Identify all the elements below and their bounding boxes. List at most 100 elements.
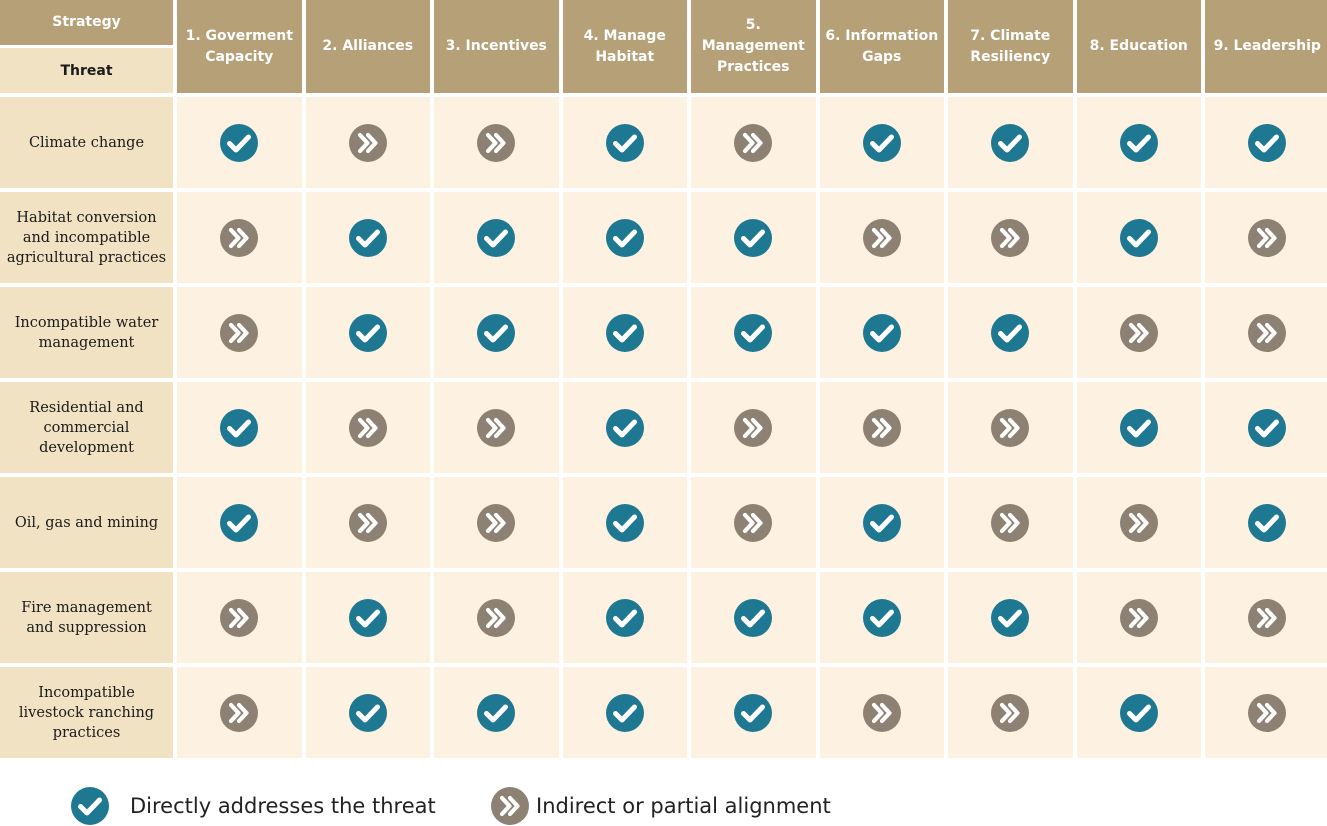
double-chevron-right-icon	[1119, 503, 1158, 542]
double-chevron-right-icon	[734, 408, 773, 447]
double-chevron-right-icon	[734, 123, 773, 162]
check-icon	[605, 503, 644, 542]
check-icon	[220, 408, 259, 447]
check-icon	[348, 313, 387, 352]
double-chevron-right-icon	[991, 693, 1030, 732]
matrix-cell-direct	[1076, 667, 1201, 758]
double-chevron-right-icon	[220, 693, 259, 732]
matrix-cell-indirect	[305, 477, 430, 568]
strategy-column-header: 2. Alliances	[305, 0, 430, 93]
matrix-cell-indirect	[691, 382, 816, 473]
strategy-column-header: 3. Incentives	[434, 0, 559, 93]
check-icon	[1119, 693, 1158, 732]
matrix-cell-indirect	[305, 382, 430, 473]
threat-header: Threat	[0, 48, 173, 93]
double-chevron-right-icon	[1119, 313, 1158, 352]
matrix-cell-direct	[819, 97, 944, 188]
matrix-cell-indirect	[948, 382, 1073, 473]
check-icon	[348, 218, 387, 257]
check-icon	[991, 313, 1030, 352]
check-icon	[220, 503, 259, 542]
check-icon	[862, 123, 901, 162]
threat-row-label: Incompatible water management	[0, 287, 173, 378]
matrix-cell-direct	[562, 382, 687, 473]
matrix-cell-indirect	[1076, 572, 1201, 663]
double-chevron-right-icon	[477, 598, 516, 637]
matrix-cell-direct	[562, 572, 687, 663]
double-chevron-right-icon	[1248, 218, 1287, 257]
strategy-column-header: 6. Information Gaps	[819, 0, 944, 93]
check-icon	[1119, 218, 1158, 257]
check-icon	[1119, 408, 1158, 447]
matrix-cell-direct	[819, 572, 944, 663]
matrix-cell-direct	[691, 192, 816, 283]
threat-row-label: Residential and commercial development	[0, 382, 173, 473]
strategy-column-header: 1. Goverment Capacity	[177, 0, 302, 93]
threat-row-label: Fire management and suppression	[0, 572, 173, 663]
matrix-cell-direct	[691, 287, 816, 378]
check-icon	[605, 598, 644, 637]
double-chevron-right-icon	[862, 218, 901, 257]
matrix-cell-indirect	[948, 667, 1073, 758]
check-icon	[1248, 408, 1287, 447]
matrix-cell-direct	[691, 667, 816, 758]
double-chevron-right-icon	[1248, 313, 1287, 352]
matrix-cell-direct	[1076, 97, 1201, 188]
check-icon	[734, 313, 773, 352]
matrix-cell-indirect	[434, 572, 559, 663]
matrix-cell-indirect	[1205, 667, 1327, 758]
matrix-cell-indirect	[1205, 287, 1327, 378]
matrix-cell-direct	[691, 572, 816, 663]
check-icon	[862, 313, 901, 352]
matrix-cell-direct	[562, 97, 687, 188]
check-icon	[348, 693, 387, 732]
double-chevron-right-icon	[1119, 598, 1158, 637]
check-icon	[1248, 123, 1287, 162]
matrix-cell-direct	[177, 382, 302, 473]
double-chevron-right-icon	[220, 313, 259, 352]
legend-label-direct: Directly addresses the threat	[130, 794, 436, 818]
check-icon	[605, 218, 644, 257]
strategy-column-header: 4. Manage Habitat	[562, 0, 687, 93]
strategy-column-header: 7. Climate Resiliency	[948, 0, 1073, 93]
matrix-cell-indirect	[948, 192, 1073, 283]
check-icon	[605, 313, 644, 352]
matrix-cell-direct	[434, 287, 559, 378]
threat-row-label: Habitat conversion and incompatible agri…	[0, 192, 173, 283]
matrix-cell-direct	[177, 97, 302, 188]
strategy-header: Strategy	[0, 0, 173, 45]
threat-row-label: Incompatible livestock ranching practice…	[0, 667, 173, 758]
matrix-cell-indirect	[1076, 287, 1201, 378]
check-icon	[734, 693, 773, 732]
matrix-cell-indirect	[691, 97, 816, 188]
double-chevron-right-icon	[862, 408, 901, 447]
check-icon	[1119, 123, 1158, 162]
check-icon	[477, 693, 516, 732]
matrix-cell-direct	[1205, 477, 1327, 568]
matrix-cell-direct	[948, 97, 1073, 188]
matrix-cell-indirect	[434, 97, 559, 188]
double-chevron-right-icon	[991, 408, 1030, 447]
check-icon	[734, 598, 773, 637]
double-chevron-right-icon	[991, 503, 1030, 542]
legend-item-indirect: Indirect or partial alignment	[490, 786, 831, 826]
double-chevron-right-icon	[991, 218, 1030, 257]
matrix-cell-direct	[562, 192, 687, 283]
check-icon	[220, 123, 259, 162]
matrix-cell-direct	[1076, 192, 1201, 283]
matrix-cell-indirect	[691, 477, 816, 568]
check-icon	[605, 693, 644, 732]
matrix-cell-direct	[562, 287, 687, 378]
check-icon	[477, 313, 516, 352]
matrix-cell-direct	[819, 287, 944, 378]
matrix-cell-indirect	[819, 382, 944, 473]
matrix-cell-indirect	[177, 287, 302, 378]
matrix-cell-indirect	[177, 572, 302, 663]
double-chevron-right-icon	[477, 503, 516, 542]
check-icon	[734, 218, 773, 257]
double-chevron-right-icon	[477, 123, 516, 162]
double-chevron-right-icon	[1248, 598, 1287, 637]
matrix-cell-indirect	[177, 192, 302, 283]
double-chevron-right-icon	[734, 503, 773, 542]
matrix-cell-direct	[819, 477, 944, 568]
